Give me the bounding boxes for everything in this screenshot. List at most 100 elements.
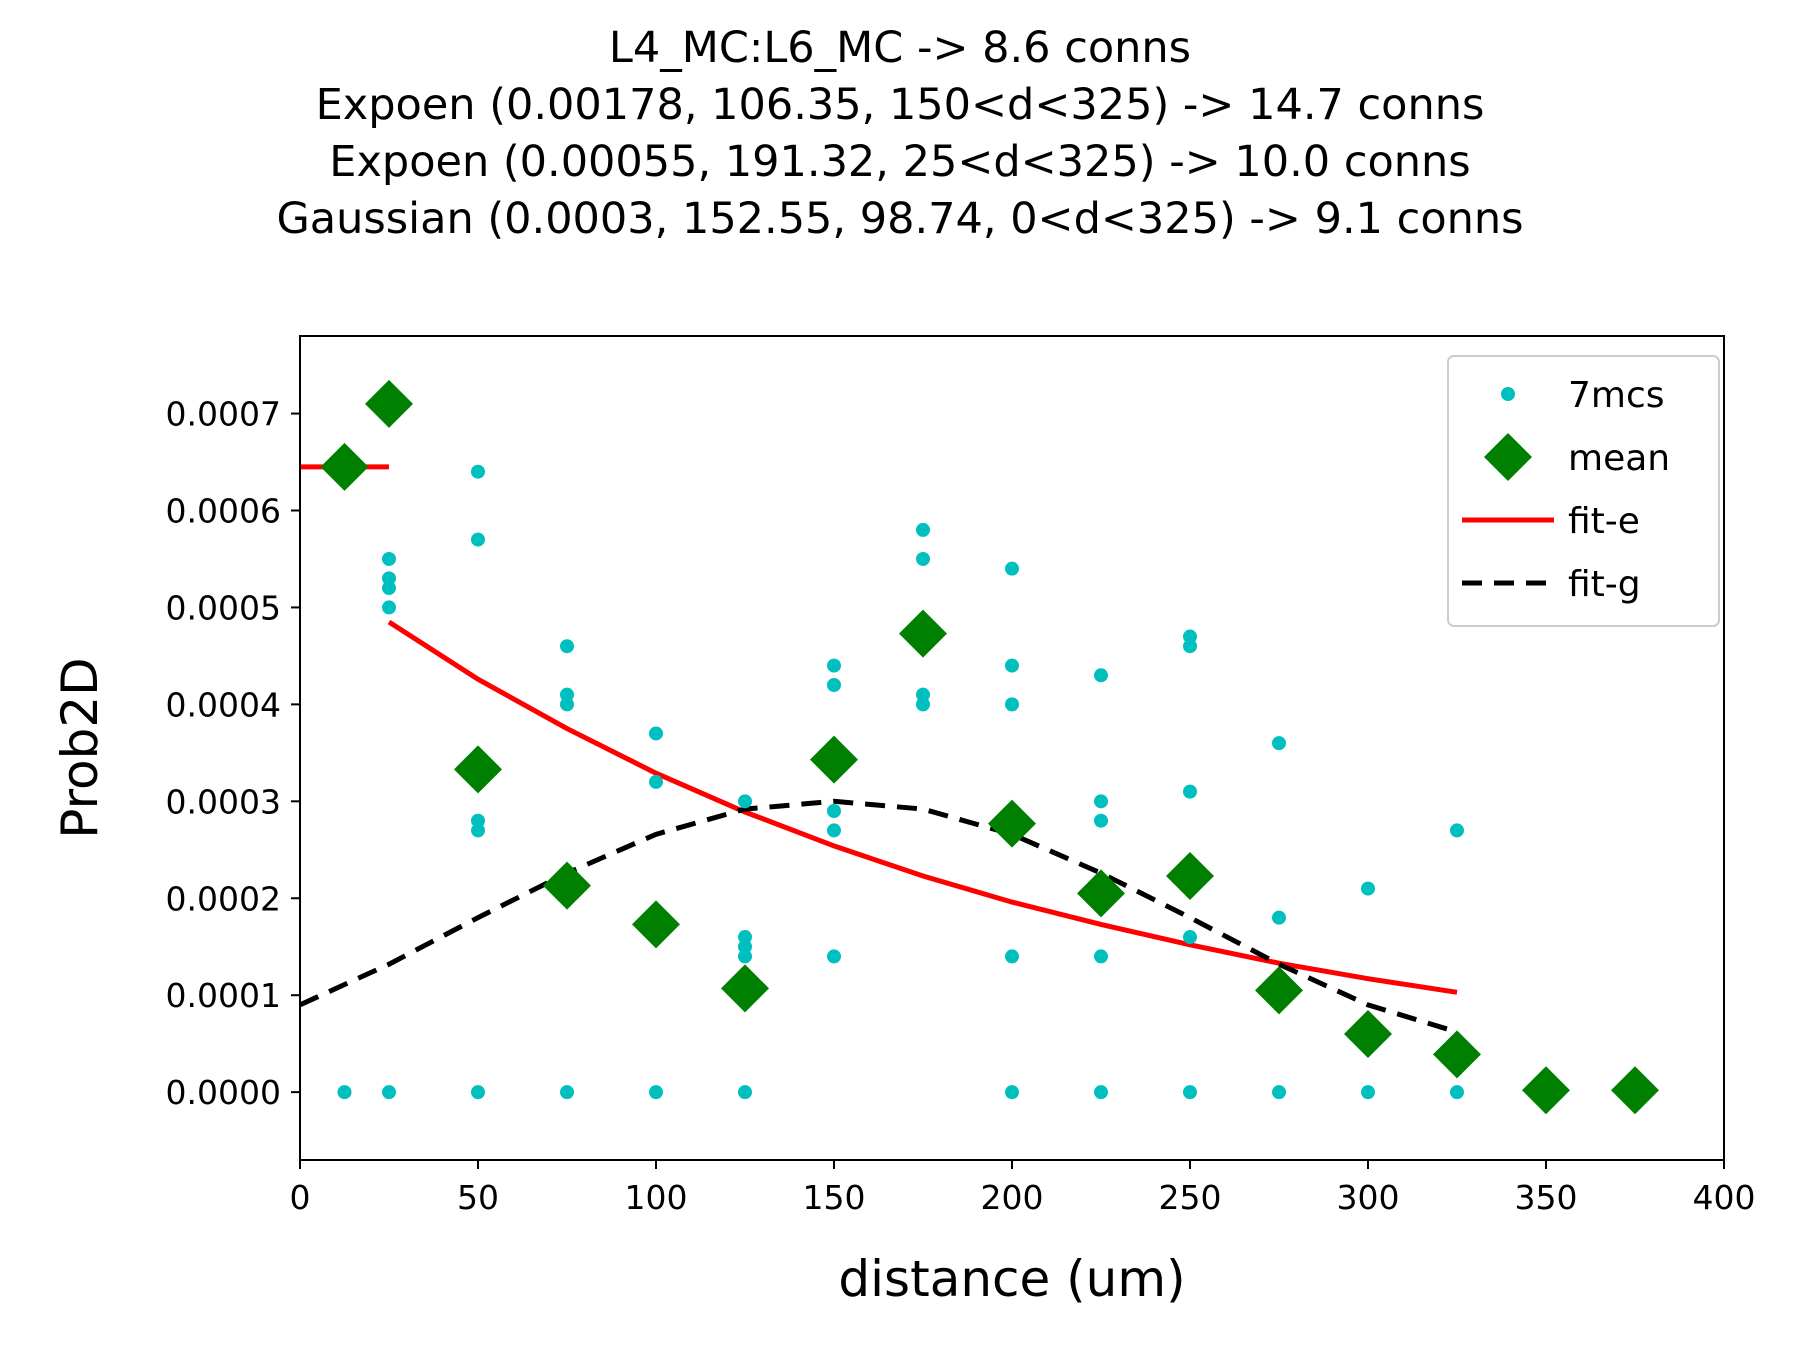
title-line-1: L4_MC:L6_MC -> 8.6 conns xyxy=(609,23,1191,73)
mean-point-3 xyxy=(543,861,591,910)
series-line-fit-g-0 xyxy=(300,798,1458,1035)
sample-point-50 xyxy=(1272,910,1286,925)
sample-point-52 xyxy=(1361,881,1375,896)
sample-point-20 xyxy=(738,794,752,809)
sample-point-19 xyxy=(649,1085,663,1100)
y-tick-label-2: 0.0002 xyxy=(166,879,281,918)
sample-point-22 xyxy=(738,939,752,954)
sample-point-6 xyxy=(471,464,485,479)
sample-point-47 xyxy=(1183,930,1197,945)
y-tick-label-3: 0.0003 xyxy=(166,782,281,821)
x-tick-label-6: 300 xyxy=(1337,1178,1400,1217)
sample-point-28 xyxy=(827,823,841,838)
sample-point-8 xyxy=(471,813,485,828)
mean-point-13 xyxy=(1433,1030,1481,1079)
sample-point-49 xyxy=(1272,736,1286,751)
sample-point-30 xyxy=(916,522,930,537)
sample-point-12 xyxy=(560,687,574,702)
sample-point-3 xyxy=(382,581,396,596)
y-tick-label-6: 0.0006 xyxy=(166,491,281,530)
x-tick-label-2: 100 xyxy=(625,1178,688,1217)
legend-label-fit-e: fit-e xyxy=(1568,501,1640,542)
x-tick-label-3: 150 xyxy=(803,1178,866,1217)
mean-point-0 xyxy=(320,442,369,491)
legend-label-fit-g: fit-g xyxy=(1568,564,1641,605)
sample-point-39 xyxy=(1094,668,1108,683)
sample-point-54 xyxy=(1450,823,1464,838)
y-tick-label-0: 0.0000 xyxy=(166,1073,281,1112)
sample-point-37 xyxy=(1005,949,1019,964)
y-tick-label-5: 0.0005 xyxy=(166,588,281,627)
y-axis: 0.0000 0.0001 0.0002 0.0003 0.0004 0.0005 0.00… xyxy=(166,395,300,1112)
legend: 7mcs mean fit-e fit-g xyxy=(1447,355,1720,627)
mean-point-14 xyxy=(1522,1066,1570,1115)
y-axis-label: Prob2D xyxy=(51,657,109,838)
legend-label-7mcs: 7mcs xyxy=(1568,375,1665,416)
legend-marker-mean xyxy=(1484,433,1532,481)
mean-point-12 xyxy=(1344,1009,1392,1058)
y-tick-label-4: 0.0004 xyxy=(166,685,281,724)
legend-box xyxy=(1447,355,1720,627)
x-axis: 0 50 100 150 200 250 300 350 400 xyxy=(290,1160,1756,1217)
mean-point-7 xyxy=(899,609,947,658)
sample-point-13 xyxy=(560,697,574,712)
x-tick-label-8: 400 xyxy=(1693,1178,1756,1217)
sample-point-7 xyxy=(471,532,485,547)
sample-point-4 xyxy=(382,600,396,615)
mean-point-11 xyxy=(1255,966,1303,1015)
sample-point-42 xyxy=(1094,949,1108,964)
mean-point-10 xyxy=(1166,851,1214,900)
sample-point-31 xyxy=(916,551,930,566)
sample-point-24 xyxy=(738,1085,752,1100)
sample-point-2 xyxy=(382,571,396,586)
y-tick-label-7: 0.0007 xyxy=(166,395,281,434)
x-tick-label-4: 200 xyxy=(981,1178,1044,1217)
sample-point-34 xyxy=(1005,561,1019,576)
sample-point-10 xyxy=(471,1085,485,1100)
mean-point-9 xyxy=(1077,869,1125,918)
sample-point-51 xyxy=(1272,1085,1286,1100)
sample-point-0 xyxy=(337,1085,352,1100)
x-axis-label: distance (um) xyxy=(838,1250,1185,1308)
y-tick-label-1: 0.0001 xyxy=(166,976,281,1015)
sample-point-48 xyxy=(1183,1085,1197,1100)
sample-point-41 xyxy=(1094,813,1108,828)
sample-point-5 xyxy=(382,1085,396,1100)
sample-point-26 xyxy=(827,677,841,692)
mean-point-5 xyxy=(721,964,769,1013)
legend-label-mean: mean xyxy=(1568,438,1670,479)
mean-point-8 xyxy=(988,799,1036,848)
sample-point-44 xyxy=(1183,629,1197,644)
sample-point-16 xyxy=(560,1085,574,1100)
mean-point-1 xyxy=(365,379,413,428)
sample-point-11 xyxy=(560,639,574,654)
sample-point-53 xyxy=(1361,1085,1375,1100)
x-tick-label-0: 0 xyxy=(290,1178,311,1217)
sample-point-1 xyxy=(382,551,396,566)
series-line-fit-e-1 xyxy=(387,619,1458,995)
sample-point-33 xyxy=(916,697,930,712)
mean-point-4 xyxy=(632,900,680,949)
legend-marker-7mcs xyxy=(1501,387,1515,401)
sample-point-43 xyxy=(1094,1085,1108,1100)
sample-point-40 xyxy=(1094,794,1108,809)
sample-point-55 xyxy=(1450,1085,1464,1100)
mean-point-15 xyxy=(1611,1066,1659,1115)
sample-point-9 xyxy=(471,823,485,838)
sample-point-25 xyxy=(827,658,841,673)
mean-point-2 xyxy=(454,745,502,794)
sample-point-32 xyxy=(916,687,930,702)
title-line-2: Expoen (0.00178, 106.35, 150<d<325) -> 1… xyxy=(316,80,1485,130)
sample-point-18 xyxy=(649,774,663,789)
sample-point-36 xyxy=(1005,697,1019,712)
x-tick-label-5: 250 xyxy=(1159,1178,1222,1217)
title-line-4: Gaussian (0.0003, 152.55, 98.74, 0<d<325… xyxy=(276,194,1523,244)
sample-point-17 xyxy=(649,726,663,741)
sample-point-29 xyxy=(827,949,841,964)
sample-point-35 xyxy=(1005,658,1019,673)
title-line-3: Expoen (0.00055, 191.32, 25<d<325) -> 10… xyxy=(329,137,1470,187)
plot-data-layer xyxy=(300,379,1659,1115)
x-tick-label-1: 50 xyxy=(457,1178,499,1217)
sample-point-27 xyxy=(827,804,841,819)
